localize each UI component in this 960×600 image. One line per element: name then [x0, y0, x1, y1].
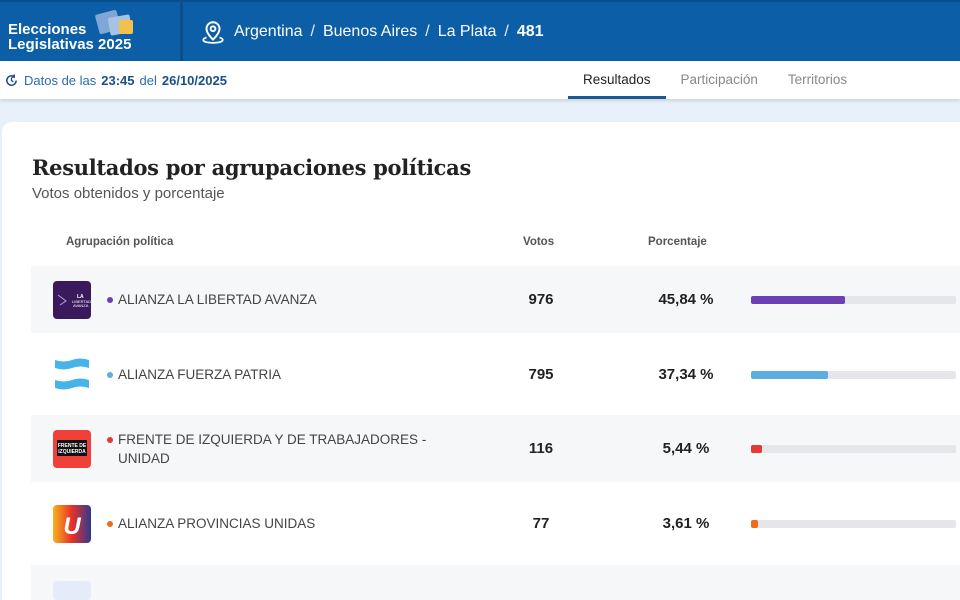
party-logo: LA LIBERTAD AVANZA — [53, 280, 91, 319]
percent-bar — [751, 295, 956, 304]
svg-text:LIBERTAD: LIBERTAD — [72, 299, 91, 304]
ballot-icon — [95, 10, 133, 36]
party-percent: 5,44 % — [662, 440, 710, 457]
percent-bar-fill — [751, 519, 759, 528]
results-card: Resultados por agrupaciones políticas Vo… — [2, 122, 960, 600]
app-brand[interactable]: Elecciones Legislativas 2025 — [0, 2, 183, 61]
party-name-cell: ALIANZA FUERZA PATRIA — [107, 365, 447, 384]
party-name: ALIANZA LA LIBERTAD AVANZA — [118, 292, 317, 307]
party-name: FRENTE DE IZQUIERDA Y DE TRABAJADORES - … — [118, 431, 427, 466]
brand-line1: Elecciones — [8, 21, 87, 38]
party-color-dot — [107, 297, 113, 303]
timestamp-prefix: Datos de las — [24, 73, 97, 88]
party-percent: 45,84 % — [658, 291, 714, 308]
table-row-partial[interactable] — [31, 565, 960, 600]
party-percent: 37,34 % — [658, 366, 714, 383]
svg-text:AVANZA: AVANZA — [73, 303, 89, 308]
party-votes: 795 — [528, 366, 554, 383]
party-color-dot — [107, 436, 113, 443]
location-pin-icon — [202, 21, 224, 44]
party-color-dot — [107, 372, 113, 378]
header-votes: Votos — [523, 236, 555, 248]
svg-text:IZQUIERDA: IZQUIERDA — [58, 449, 86, 455]
party-name-cell: ALIANZA LA LIBERTAD AVANZA — [107, 290, 447, 309]
party-logo: U — [53, 504, 91, 543]
breadcrumb-province[interactable]: Buenos Aires — [322, 23, 418, 40]
party-name: ALIANZA PROVINCIAS UNIDAS — [118, 516, 316, 531]
tab-participacion[interactable]: Participación — [680, 72, 758, 87]
table-row[interactable]: U ALIANZA PROVINCIAS UNIDAS 77 3,61 % — [31, 490, 960, 557]
party-name-cell: ALIANZA PROVINCIAS UNIDAS — [107, 514, 447, 533]
percent-bar — [751, 370, 956, 379]
separator: / — [504, 23, 509, 40]
party-color-dot — [107, 521, 113, 527]
party-logo — [53, 581, 91, 600]
party-percent: 3,61 % — [662, 515, 710, 532]
breadcrumb: Argentina / Buenos Aires / La Plata / 48… — [200, 19, 544, 45]
percent-bar-fill — [751, 295, 845, 304]
separator: / — [425, 23, 430, 40]
party-votes: 77 — [532, 515, 550, 532]
table-row[interactable]: LA LIBERTAD AVANZA ALIANZA LA LIBERTAD AVA… — [31, 266, 960, 333]
tab-resultados[interactable]: Resultados — [568, 61, 666, 99]
timestamp-date: 26/10/2025 — [161, 73, 227, 88]
party-votes: 116 — [528, 440, 554, 457]
party-name-cell: FRENTE DE IZQUIERDA Y DE TRABAJADORES - … — [107, 430, 447, 468]
timestamp-mid: del — [139, 73, 157, 88]
table-row[interactable]: ALIANZA FUERZA PATRIA 795 37,34 % — [31, 341, 960, 408]
breadcrumb-city[interactable]: La Plata — [437, 23, 497, 40]
percent-bar-fill — [751, 444, 763, 453]
svg-text:U: U — [63, 513, 81, 540]
section-title: Resultados por agrupaciones políticas — [32, 155, 471, 180]
top-bar: Elecciones Legislativas 2025 Argentina /… — [0, 0, 960, 61]
party-logo — [53, 355, 91, 394]
party-votes: 976 — [528, 291, 554, 308]
percent-bar — [751, 519, 956, 528]
section-subtitle: Votos obtenidos y porcentaje — [32, 185, 225, 202]
percent-bar-fill — [751, 370, 828, 379]
breadcrumb-country[interactable]: Argentina — [234, 23, 303, 40]
brand-line2: Legislativas 2025 — [8, 36, 132, 53]
breadcrumb-current: 481 — [516, 23, 544, 40]
party-name: ALIANZA FUERZA PATRIA — [118, 367, 282, 382]
svg-text:FRENTE DE: FRENTE DE — [58, 443, 87, 449]
tab-territorios[interactable]: Territorios — [787, 72, 848, 87]
header-percent: Porcentaje — [648, 236, 707, 248]
timestamp-time: 23:45 — [101, 73, 135, 88]
table-row[interactable]: FRENTE DE IZQUIERDA FRENTE DE IZQUIERDA Y… — [31, 415, 960, 482]
refresh-clock-icon — [6, 74, 17, 86]
tab-bar: Resultados Participación Territorios — [568, 61, 862, 99]
party-logo: FRENTE DE IZQUIERDA — [53, 429, 91, 468]
percent-bar — [751, 444, 956, 453]
header-party: Agrupación política — [66, 236, 174, 248]
svg-text:LA: LA — [77, 294, 84, 300]
sub-bar: Datos de las 23:45 del 26/10/2025 Result… — [0, 61, 960, 99]
data-timestamp: Datos de las 23:45 del 26/10/2025 — [4, 73, 227, 88]
separator: / — [310, 23, 315, 40]
